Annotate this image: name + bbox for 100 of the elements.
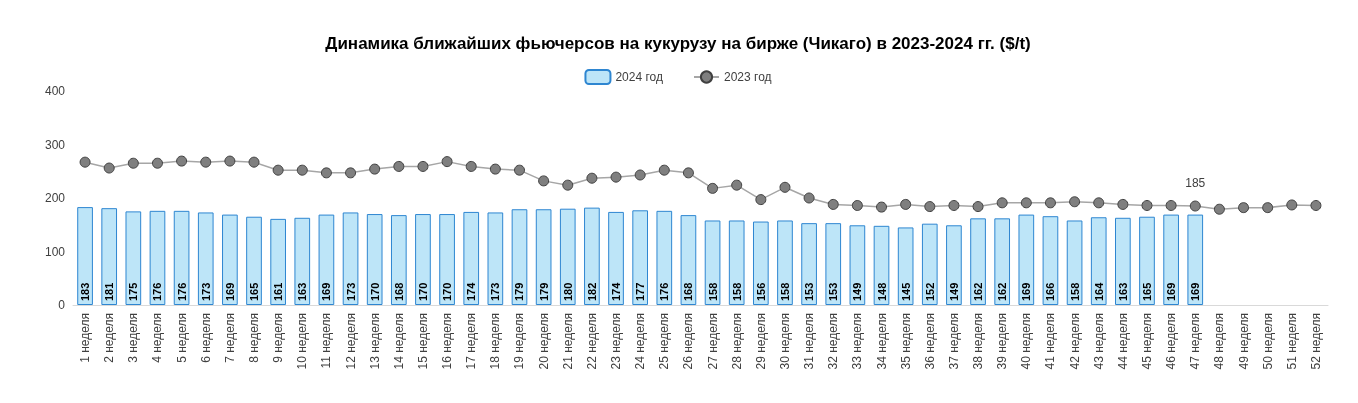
data-label: 177: [634, 282, 647, 301]
data-label: 165: [1140, 282, 1153, 301]
data-label: 181: [103, 282, 116, 301]
point: [924, 201, 936, 213]
x-tick-label: 13 неделя: [367, 313, 382, 370]
bar: [704, 220, 721, 305]
x-tick-label: 49 неделя: [1236, 313, 1251, 370]
x-tick-label: 9 неделя: [271, 313, 286, 363]
point: [948, 199, 960, 211]
x-tick-label: 50 неделя: [1260, 313, 1275, 370]
x-tick-label: 10 неделя: [295, 313, 310, 370]
bar: [849, 225, 866, 305]
bar: [535, 209, 552, 305]
point: [393, 160, 405, 172]
x-tick-label: 1 неделя: [78, 313, 93, 363]
bar: [77, 207, 93, 305]
point: [1141, 199, 1153, 211]
bar: [1090, 217, 1107, 305]
x-tick-label: 30 неделя: [777, 313, 792, 370]
data-label: 173: [344, 282, 357, 301]
point: [610, 171, 622, 183]
x-tick-label: 24 неделя: [633, 313, 648, 370]
x-tick-label: 33 неделя: [850, 313, 865, 370]
bar: [463, 211, 480, 305]
bar: [101, 208, 118, 305]
point: [248, 156, 260, 168]
bar: [801, 223, 817, 305]
point: [103, 162, 115, 174]
point: [827, 198, 839, 210]
bar: [632, 210, 649, 305]
bar: [246, 216, 262, 305]
point: [296, 164, 308, 176]
point: [876, 201, 888, 213]
x-tick-label: 5 неделя: [174, 313, 189, 363]
x-tick-label: 40 неделя: [1019, 313, 1034, 370]
point: [586, 172, 598, 184]
point: [441, 156, 453, 168]
bar: [342, 212, 359, 305]
data-label: 169: [223, 282, 236, 301]
chart-title: Динамика ближайших фьючерсов на кукурузу на бирже (Чикаго) в 2023-2024 гг. ($/t): [325, 34, 1031, 53]
y-tick-label: 100: [44, 244, 66, 259]
x-tick-label: 28 неделя: [729, 313, 744, 370]
x-tick-label: 37 неделя: [946, 313, 961, 370]
data-label: 158: [730, 282, 743, 301]
data-label: 173: [489, 282, 502, 301]
bar: [970, 218, 986, 305]
data-label: 170: [368, 282, 381, 301]
point: [224, 155, 236, 167]
x-tick-label: 44 неделя: [1115, 313, 1130, 370]
bar: [921, 223, 938, 305]
point: [200, 156, 212, 168]
x-tick-label: 27 неделя: [705, 313, 720, 370]
data-label: 169: [320, 282, 333, 301]
point: [127, 157, 139, 169]
data-label: 163: [1116, 282, 1129, 301]
point: [538, 175, 550, 187]
x-tick-label: 31 неделя: [802, 313, 817, 370]
point: [369, 163, 381, 175]
point: [1238, 202, 1250, 214]
point: [634, 169, 646, 181]
bar: [1042, 216, 1059, 305]
data-label: 161: [272, 282, 285, 301]
data-label: 158: [1068, 282, 1081, 301]
bar: [1066, 220, 1083, 305]
bar: [994, 218, 1011, 305]
point: [1020, 197, 1032, 209]
data-label: 153: [803, 282, 816, 301]
point: [707, 182, 719, 194]
point: [1310, 199, 1322, 211]
x-tick-label: 22 неделя: [584, 313, 599, 370]
point: [489, 163, 501, 175]
x-tick-label: 23 неделя: [609, 313, 624, 370]
point: [151, 157, 163, 169]
x-tick-label: 43 неделя: [1091, 313, 1106, 370]
point: [1262, 202, 1274, 214]
bar: [197, 212, 214, 305]
x-tick-label: 38 неделя: [971, 313, 986, 370]
x-tick-label: 15 неделя: [415, 313, 430, 370]
bar: [584, 207, 600, 305]
x-tick-label: 48 неделя: [1212, 313, 1227, 370]
bar: [825, 223, 842, 305]
point: [900, 198, 912, 210]
point: [996, 197, 1008, 209]
data-label: 166: [1044, 282, 1057, 301]
x-tick-label: 16 неделя: [440, 313, 455, 370]
point: [1093, 197, 1105, 209]
x-tick-label: 45 неделя: [1139, 313, 1154, 370]
x-tick-label: 8 неделя: [247, 313, 262, 363]
point: [1117, 198, 1129, 210]
point: [779, 181, 791, 193]
x-tick-label: 26 неделя: [681, 313, 696, 370]
point: [176, 155, 188, 167]
data-label: 176: [658, 282, 671, 301]
data-label: 183: [79, 282, 92, 301]
data-label: 168: [682, 282, 695, 301]
point: [1189, 200, 1201, 212]
point: [272, 164, 284, 176]
data-label: 152: [923, 282, 936, 301]
data-label: 169: [1165, 282, 1178, 301]
x-tick-label: 14 неделя: [391, 313, 406, 370]
